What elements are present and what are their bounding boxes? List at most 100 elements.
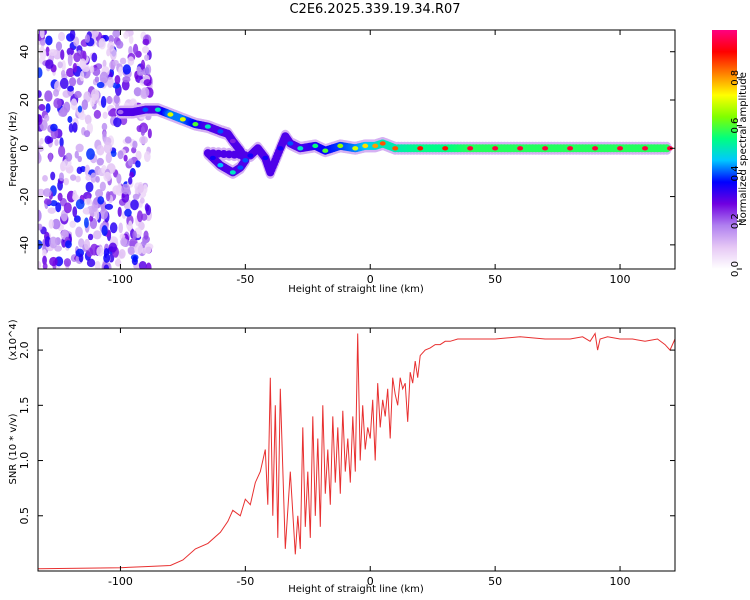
- ridge-point: [392, 146, 399, 151]
- ridge-point: [282, 134, 289, 139]
- noise-blob: [142, 38, 150, 46]
- noise-blob: [42, 255, 47, 265]
- noise-blob: [87, 233, 94, 241]
- ridge-point: [229, 170, 236, 175]
- noise-blob: [99, 71, 109, 84]
- snr-plot: -100 -50 0 50 100 0.5 1.0 1.5 2.0 Height of str…: [8, 319, 676, 595]
- noise-blob: [59, 77, 69, 90]
- noise-blob: [122, 64, 131, 75]
- noise-blob: [142, 68, 148, 76]
- noise-blob: [38, 114, 43, 125]
- noise-blob: [75, 175, 81, 183]
- ridge-point: [142, 107, 149, 112]
- snr-y-tick-label: 1.5: [18, 397, 31, 415]
- spectrogram-x-tick-label: 100: [610, 273, 631, 286]
- noise-blob: [58, 31, 66, 42]
- colorbar-tick-label: 0.0: [730, 261, 741, 277]
- noise-blob: [38, 209, 42, 222]
- noise-blob: [73, 36, 80, 47]
- noise-blob: [51, 218, 61, 230]
- noise-blob: [133, 87, 142, 97]
- noise-blob: [66, 47, 75, 56]
- noise-blob: [147, 128, 152, 139]
- noise-blob: [72, 122, 78, 133]
- noise-blob: [127, 246, 136, 256]
- noise-blob: [48, 48, 58, 56]
- noise-blob: [77, 155, 83, 163]
- ridge-point: [352, 146, 359, 151]
- noise-blob: [54, 245, 62, 252]
- ridge-point: [262, 155, 269, 161]
- noise-blob: [83, 207, 90, 215]
- noise-blob: [65, 152, 73, 162]
- noise-blob: [42, 262, 48, 269]
- noise-blob: [108, 35, 114, 43]
- noise-blob: [45, 35, 53, 46]
- noise-blob: [95, 175, 100, 183]
- noise-blob: [114, 259, 122, 267]
- spectrogram-x-tick-label: -50: [236, 273, 254, 286]
- snr-x-tick-label: -100: [108, 575, 133, 588]
- noise-blob: [121, 191, 130, 203]
- snr-x-ticks: -100 -50 0 50 100: [108, 328, 631, 588]
- noise-blob: [85, 181, 94, 193]
- ridge-point: [277, 146, 284, 151]
- noise-blob: [74, 90, 82, 99]
- ridge-point: [372, 143, 379, 149]
- snr-y-ticks: 0.5 1.0 1.5 2.0: [18, 341, 675, 525]
- noise-blob: [95, 189, 104, 198]
- noise-blob: [137, 183, 144, 194]
- noise-blob: [45, 103, 51, 113]
- noise-blob: [91, 52, 98, 63]
- noise-blob: [102, 59, 107, 68]
- noise-blob: [99, 208, 109, 220]
- noise-blob: [45, 46, 50, 57]
- noise-blob: [94, 260, 101, 269]
- noise-blob: [45, 59, 54, 70]
- noise-blob: [58, 108, 68, 117]
- noise-blob: [38, 223, 43, 231]
- noise-blob: [132, 43, 139, 55]
- noise-blob: [90, 172, 97, 183]
- ridge-point: [129, 109, 136, 115]
- noise-blob: [139, 197, 145, 204]
- colorbar-tick-label: 0.6: [730, 118, 741, 134]
- noise-blob: [67, 85, 74, 92]
- noise-blob: [113, 117, 122, 128]
- snr-x-tick-label: 100: [610, 575, 631, 588]
- colorbar-ticks: 0.0 0.2 0.4 0.6 0.8: [730, 70, 742, 277]
- noise-blob: [109, 222, 118, 234]
- noise-blob: [84, 198, 93, 206]
- noise-blob: [43, 198, 52, 205]
- ridge-point: [217, 162, 224, 168]
- noise-blob: [44, 236, 51, 248]
- chart-title: C2E6.2025.339.19.34.R07: [289, 2, 461, 17]
- noise-blob: [122, 76, 131, 83]
- noise-blob: [144, 243, 152, 254]
- ridge-point: [312, 143, 319, 149]
- noise-blob: [107, 109, 116, 117]
- noise-blob: [118, 222, 123, 234]
- noise-blob: [128, 35, 134, 44]
- noise-blob: [63, 202, 72, 214]
- noise-blob: [145, 262, 152, 269]
- noise-blob: [119, 57, 127, 65]
- ridge-point: [297, 146, 304, 151]
- noise-blob: [57, 61, 63, 69]
- noise-blob: [89, 65, 95, 74]
- noise-blob: [50, 200, 58, 207]
- noise-blob: [136, 210, 143, 223]
- noise-blob: [79, 70, 85, 82]
- ridge-point: [204, 124, 211, 129]
- noise-blob: [144, 203, 150, 212]
- snr-x-axis-label: Height of straight line (km): [288, 584, 424, 595]
- spectrogram-y-ticks: -40 -20 0 20 40: [18, 45, 675, 254]
- noise-blob: [132, 193, 140, 200]
- noise-blob: [54, 139, 59, 146]
- spectrogram-x-ticks: -100 -50 0 50 100: [108, 30, 631, 286]
- noise-blob: [73, 52, 81, 63]
- noise-blob: [139, 135, 148, 145]
- noise-blob: [100, 96, 107, 108]
- noise-blob: [128, 176, 133, 185]
- noise-blob: [84, 114, 92, 125]
